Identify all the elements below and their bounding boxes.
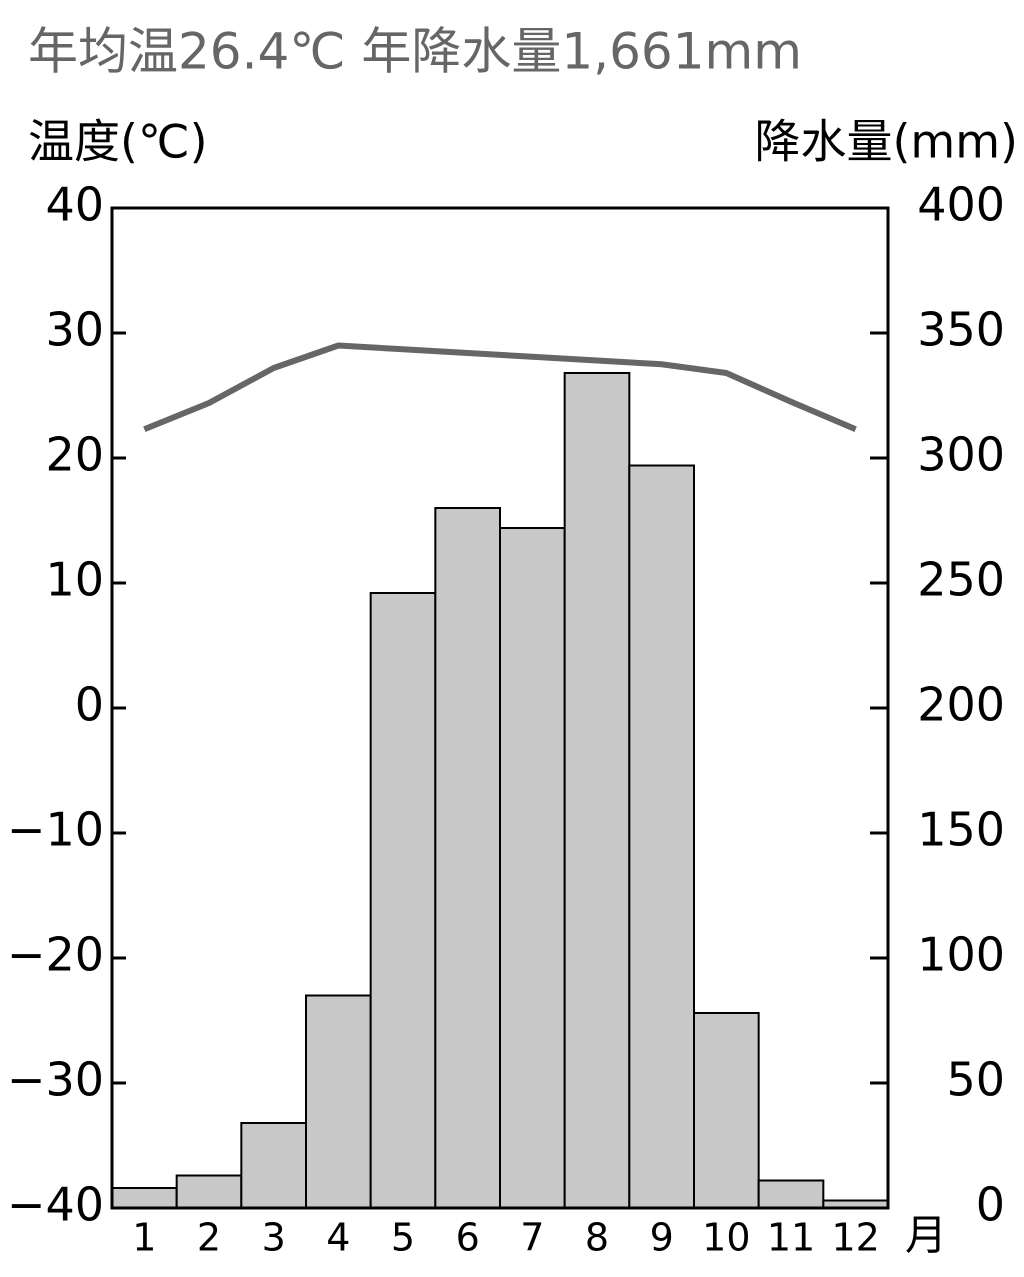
bar bbox=[693, 1012, 760, 1209]
bar bbox=[628, 464, 695, 1209]
y2-tick-label: 300 bbox=[917, 428, 1005, 482]
x-tick-label: 9 bbox=[650, 1216, 674, 1260]
y2-tick-label: 350 bbox=[917, 303, 1005, 357]
y-tick-label: 30 bbox=[45, 303, 104, 357]
bar bbox=[563, 372, 631, 1209]
y-axis-label: 温度(℃) bbox=[28, 115, 208, 169]
x-tick-label: 8 bbox=[585, 1216, 609, 1260]
bar bbox=[434, 507, 502, 1209]
bar bbox=[305, 994, 372, 1209]
bar bbox=[111, 1187, 178, 1209]
y2-tick-label: 250 bbox=[917, 553, 1005, 607]
bar bbox=[369, 592, 437, 1209]
x-tick-label: 4 bbox=[326, 1216, 350, 1260]
y2-tick-label: 200 bbox=[917, 678, 1005, 732]
x-tick-label: 6 bbox=[456, 1216, 480, 1260]
y2-tick-label: 150 bbox=[917, 803, 1005, 857]
x-tick-label: 3 bbox=[262, 1216, 286, 1260]
y-tick-label: −30 bbox=[7, 1053, 104, 1107]
y-tick-label: −20 bbox=[7, 928, 104, 982]
y-tick-label: −40 bbox=[7, 1178, 104, 1232]
bar bbox=[757, 1179, 825, 1209]
y-tick-label: 20 bbox=[45, 428, 104, 482]
x-axis-label: 月 bbox=[905, 1211, 947, 1260]
x-tick-label: 5 bbox=[391, 1216, 415, 1260]
x-tick-label: 10 bbox=[702, 1216, 750, 1260]
y2-tick-label: 400 bbox=[917, 178, 1005, 232]
y2-tick-label: 50 bbox=[946, 1053, 1005, 1107]
y2-axis-label: 降水量(mm) bbox=[754, 115, 1018, 169]
y2-tick-label: 100 bbox=[917, 928, 1005, 982]
bar bbox=[499, 527, 566, 1209]
y-tick-label: 40 bbox=[45, 178, 104, 232]
bar bbox=[240, 1122, 307, 1209]
x-tick-label: 11 bbox=[767, 1216, 815, 1260]
x-tick-label: 7 bbox=[520, 1216, 544, 1260]
bar bbox=[175, 1174, 243, 1209]
x-tick-label: 1 bbox=[132, 1216, 156, 1260]
y-tick-label: −10 bbox=[7, 803, 104, 857]
temperature-line bbox=[143, 342, 857, 433]
y-tick-label: 0 bbox=[75, 678, 104, 732]
chart-title: 年均温26.4℃ 年降水量1,661mm bbox=[28, 23, 802, 81]
y-tick-label: 10 bbox=[45, 553, 104, 607]
y2-tick-label: 0 bbox=[976, 1178, 1005, 1232]
x-tick-label: 12 bbox=[831, 1216, 879, 1260]
x-tick-label: 2 bbox=[197, 1216, 221, 1260]
